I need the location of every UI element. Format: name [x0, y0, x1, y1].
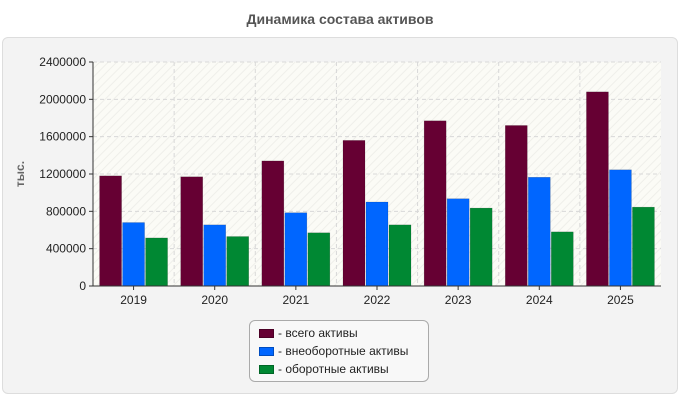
x-tick-label: 2021 [283, 293, 310, 307]
legend-label: - внеоборотные активы [278, 344, 409, 358]
legend: - всего активы - внеоборотные активы - обо… [249, 320, 429, 382]
bar [261, 160, 285, 287]
bar [122, 222, 145, 287]
legend-swatch [259, 328, 274, 338]
x-tick-label: 2025 [607, 293, 634, 307]
bar [609, 169, 632, 287]
bar [203, 224, 226, 287]
bar [632, 206, 655, 287]
y-tick-label: 2000000 [39, 92, 86, 106]
x-tick-label: 2020 [201, 293, 228, 307]
bar [307, 232, 331, 287]
y-tick-label: 400000 [46, 242, 86, 256]
bar [505, 125, 528, 287]
x-tick-label: 2024 [526, 293, 553, 307]
bar [551, 231, 574, 287]
y-tick-label: 1600000 [39, 130, 86, 144]
legend-swatch [259, 364, 274, 374]
chart-title: Динамика состава активов [246, 11, 434, 27]
bar [145, 237, 168, 287]
legend-swatch [259, 346, 274, 356]
bar [586, 91, 609, 287]
bar [365, 201, 389, 287]
y-tick-label: 2400000 [39, 55, 86, 69]
bar [180, 176, 203, 287]
y-tick-label: 0 [79, 279, 86, 293]
axes [89, 61, 661, 290]
legend-item: - внеоборотные активы [259, 342, 428, 360]
x-tick-label: 2023 [445, 293, 472, 307]
bar [423, 120, 447, 287]
y-tick-label: 800000 [46, 204, 86, 218]
bar [469, 207, 493, 287]
bar [284, 212, 308, 287]
bar [528, 177, 551, 287]
y-tick-label: 1200000 [39, 167, 86, 181]
y-axis-label: тыс. [13, 161, 27, 187]
x-tick-label: 2019 [120, 293, 147, 307]
bar [446, 198, 470, 287]
axis-labels: 0 400000 800000 1200000 1600000 2000000 240000… [13, 55, 634, 307]
bars [99, 91, 655, 287]
legend-label: - всего активы [278, 326, 358, 340]
x-tick-label: 2022 [364, 293, 391, 307]
bar [99, 175, 122, 287]
bar [342, 140, 366, 287]
bar [226, 236, 249, 287]
legend-item: - всего активы [259, 324, 428, 342]
legend-item: - оборотные активы [259, 360, 428, 378]
bar [388, 224, 412, 287]
legend-label: - оборотные активы [278, 362, 389, 376]
